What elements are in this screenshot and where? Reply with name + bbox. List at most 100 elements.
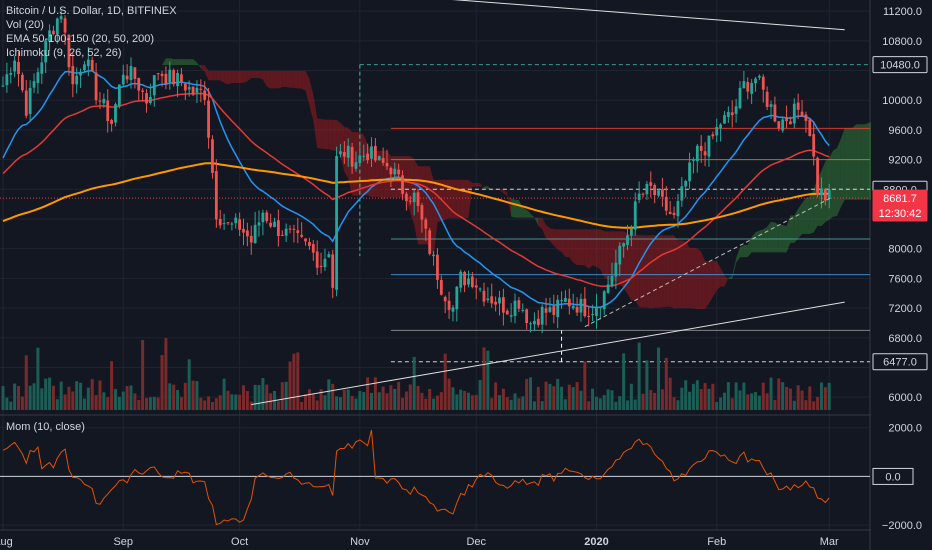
candle-body [90, 59, 94, 72]
volume-bar [75, 381, 79, 410]
candle-body [327, 254, 331, 258]
legend-ema[interactable]: EMA 50-100-150 (20, 50, 200) [6, 33, 154, 45]
cloud-segment [848, 127, 853, 200]
volume-bar [9, 401, 13, 410]
cloud-segment [763, 226, 768, 253]
cloud-segment [511, 198, 516, 218]
ema-200-line [2, 162, 830, 229]
candle-body [350, 146, 354, 167]
volume-bar [730, 398, 734, 410]
candle-body [587, 315, 591, 317]
volume-bar [389, 385, 393, 410]
volume-bar [490, 398, 494, 410]
candle-body [521, 309, 525, 311]
volume-bar [583, 361, 587, 410]
volume-bar [800, 390, 804, 410]
volume-bar [234, 394, 238, 410]
cloud-segment [546, 225, 550, 242]
cloud-segment [259, 70, 263, 80]
candle-body [529, 323, 532, 325]
momentum-label[interactable]: Mom (10, close) [6, 421, 85, 433]
candle-body [494, 301, 498, 305]
volume-bar [350, 395, 354, 410]
candle-body [242, 228, 245, 233]
candle-body [284, 228, 288, 236]
volume-bar [556, 378, 560, 410]
cloud-segment [542, 217, 547, 239]
candle-body [467, 278, 470, 285]
candle-body [513, 300, 517, 317]
volume-bar [769, 377, 773, 410]
price-tick-label: 11200.0 [883, 6, 922, 18]
cloud-segment [573, 229, 578, 266]
volume-bar [156, 397, 160, 410]
cloud-segment [697, 248, 702, 309]
volume-bar [641, 393, 645, 410]
candle-body [13, 60, 17, 72]
volume-bar [71, 391, 75, 410]
volume-bar [36, 347, 40, 410]
momentum-zero-label: 0.0 [885, 471, 900, 483]
candle-body [176, 73, 179, 87]
legend-volume[interactable]: Vol (20) [6, 19, 44, 31]
volume-bar [761, 382, 765, 410]
candle-body [401, 175, 404, 194]
volume-bar [183, 382, 187, 410]
volume-bar [435, 395, 439, 410]
volume-bar [249, 401, 253, 410]
volume-bar [1, 386, 5, 410]
volume-bar [276, 401, 280, 410]
price-tick-label: 10000.0 [882, 95, 922, 107]
volume-bar [684, 380, 688, 410]
trendline [584, 196, 834, 328]
price-axis[interactable]: 6000.0 6800.0 7200.0 7600.0 8000.0 9200.0 9600… [871, 0, 932, 550]
candle-body [715, 126, 719, 136]
cloud-segment [379, 150, 384, 200]
candle-body [393, 168, 397, 175]
candle-body [346, 145, 350, 158]
candle-body [447, 300, 451, 310]
volume-bar [261, 378, 265, 410]
cloud-segment [224, 70, 228, 85]
price-label-text: 12:30:42 [879, 208, 922, 220]
candle-body [94, 72, 98, 101]
volume-bar [17, 386, 21, 410]
volume-bar [552, 386, 556, 410]
volume-bar [823, 387, 827, 410]
cloud-segment [592, 229, 597, 267]
volume-bar [408, 384, 412, 410]
cloud-segment [732, 258, 737, 280]
candle-body [32, 81, 36, 88]
candle-body [509, 315, 513, 317]
candle-body [156, 73, 160, 75]
symbol-title[interactable]: Bitcoin / U.S. Dollar, 1D, BITFINEX [6, 5, 177, 17]
volume-bar [676, 400, 680, 410]
volume-bar [649, 389, 653, 410]
candle-body [110, 120, 114, 125]
candle-body [366, 153, 370, 161]
cloud-segment [666, 235, 671, 307]
cloud-segment [266, 70, 271, 89]
candle-body [249, 235, 253, 243]
legend-ichimoku[interactable]: Ichimoku (9, 26, 52, 26) [6, 47, 122, 59]
candle-body [377, 156, 381, 161]
volume-bar [715, 401, 719, 410]
volume-bar [501, 388, 505, 410]
candle-body [300, 234, 304, 237]
candle-body [653, 185, 657, 196]
candle-body [808, 119, 812, 137]
cloud-segment [483, 186, 488, 189]
cloud-segment [185, 59, 190, 66]
volume-bar [680, 387, 684, 410]
cloud-segment [247, 70, 252, 82]
volume-bar [750, 393, 754, 410]
time-axis[interactable]: Aug Sep Oct Nov Dec 2020 Feb Mar [0, 536, 839, 548]
candle-body [664, 196, 668, 211]
candle-body [719, 124, 723, 129]
momentum-tick-label: −2000.0 [882, 520, 922, 532]
volume-bar [94, 394, 98, 410]
candle-body [199, 88, 203, 90]
volume-bar [517, 398, 521, 410]
volume-bar [808, 386, 812, 410]
